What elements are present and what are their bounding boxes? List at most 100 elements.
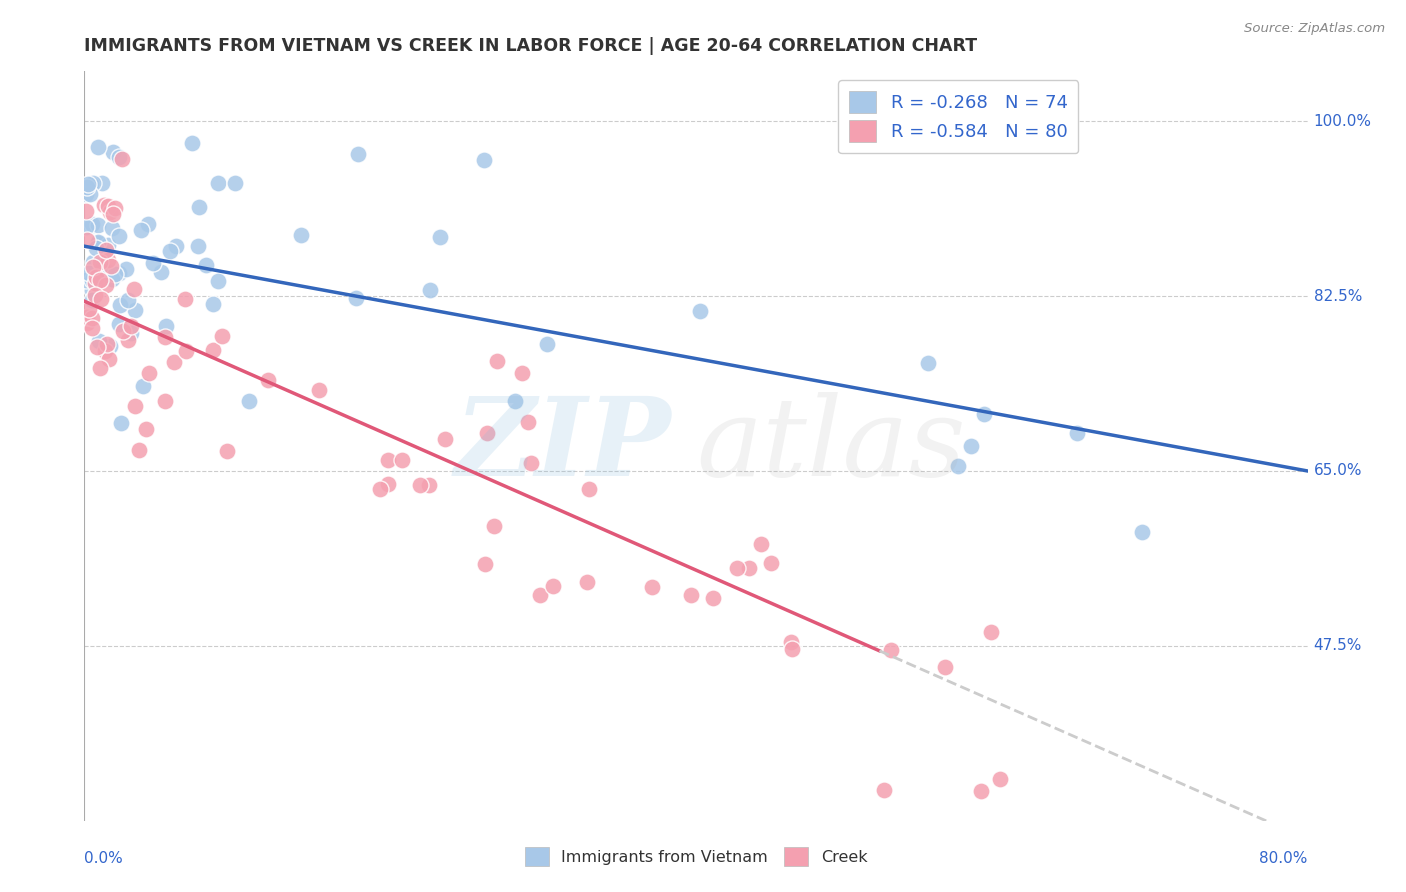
Point	[702, 591, 724, 605]
Point	[104, 201, 127, 215]
Point	[76, 316, 98, 330]
Point	[529, 588, 551, 602]
Point	[76, 180, 98, 194]
Point	[174, 292, 197, 306]
Point	[76, 233, 98, 247]
Point	[75, 204, 97, 219]
Point	[96, 277, 118, 292]
Point	[77, 177, 100, 191]
Point	[79, 186, 101, 201]
Point	[578, 482, 600, 496]
Point	[117, 293, 139, 307]
Point	[108, 228, 131, 243]
Point	[238, 394, 260, 409]
Point	[159, 244, 181, 258]
Text: 0.0%: 0.0%	[84, 851, 124, 865]
Point	[418, 477, 440, 491]
Point	[97, 199, 120, 213]
Point	[86, 235, 108, 250]
Point	[188, 200, 211, 214]
Point	[725, 561, 748, 575]
Point	[82, 260, 104, 274]
Point	[780, 635, 803, 649]
Point	[409, 477, 432, 491]
Legend: Immigrants from Vietnam, Creek: Immigrants from Vietnam, Creek	[519, 840, 873, 872]
Point	[194, 258, 217, 272]
Point	[917, 356, 939, 370]
Point	[76, 310, 98, 325]
Point	[1130, 524, 1153, 539]
Point	[482, 519, 505, 533]
Point	[104, 267, 127, 281]
Point	[84, 288, 107, 302]
Point	[946, 458, 969, 473]
Point	[257, 373, 280, 387]
Point	[87, 334, 110, 348]
Point	[79, 266, 101, 280]
Point	[100, 259, 122, 273]
Point	[641, 580, 664, 594]
Point	[75, 273, 97, 287]
Point	[91, 176, 114, 190]
Point	[117, 333, 139, 347]
Point	[475, 426, 498, 441]
Point	[973, 407, 995, 421]
Point	[988, 772, 1011, 786]
Point	[80, 217, 103, 231]
Point	[80, 321, 103, 335]
Point	[93, 344, 115, 359]
Point	[97, 252, 120, 267]
Point	[94, 245, 117, 260]
Point	[108, 266, 131, 280]
Point	[76, 270, 98, 285]
Point	[82, 293, 104, 307]
Point	[520, 456, 543, 470]
Point	[98, 352, 121, 367]
Point	[120, 318, 142, 333]
Point	[82, 311, 104, 326]
Point	[96, 264, 118, 278]
Point	[780, 642, 803, 657]
Point	[101, 145, 124, 159]
Point	[86, 339, 108, 353]
Point	[474, 557, 496, 571]
Point	[142, 256, 165, 270]
Point	[138, 366, 160, 380]
Point	[80, 177, 103, 191]
Point	[82, 283, 104, 297]
Point	[115, 262, 138, 277]
Point	[472, 153, 495, 167]
Point	[124, 399, 146, 413]
Point	[1066, 426, 1088, 441]
Point	[873, 782, 896, 797]
Point	[122, 282, 145, 296]
Point	[980, 625, 1002, 640]
Point	[84, 270, 107, 285]
Point	[165, 239, 187, 253]
Point	[290, 227, 312, 242]
Point	[224, 176, 246, 190]
Point	[308, 383, 330, 397]
Point	[110, 153, 132, 167]
Point	[136, 218, 159, 232]
Point	[749, 537, 772, 551]
Point	[187, 238, 209, 252]
Point	[108, 318, 131, 332]
Point	[689, 303, 711, 318]
Point	[155, 394, 177, 409]
Point	[202, 297, 225, 311]
Point	[100, 339, 122, 353]
Point	[89, 361, 111, 376]
Point	[87, 219, 110, 233]
Point	[536, 336, 558, 351]
Point	[429, 230, 451, 244]
Point	[207, 274, 229, 288]
Point	[93, 198, 115, 212]
Point	[681, 588, 703, 602]
Point	[934, 660, 956, 674]
Point	[90, 261, 112, 276]
Point	[347, 147, 370, 161]
Point	[880, 642, 903, 657]
Point	[211, 328, 233, 343]
Point	[217, 444, 239, 458]
